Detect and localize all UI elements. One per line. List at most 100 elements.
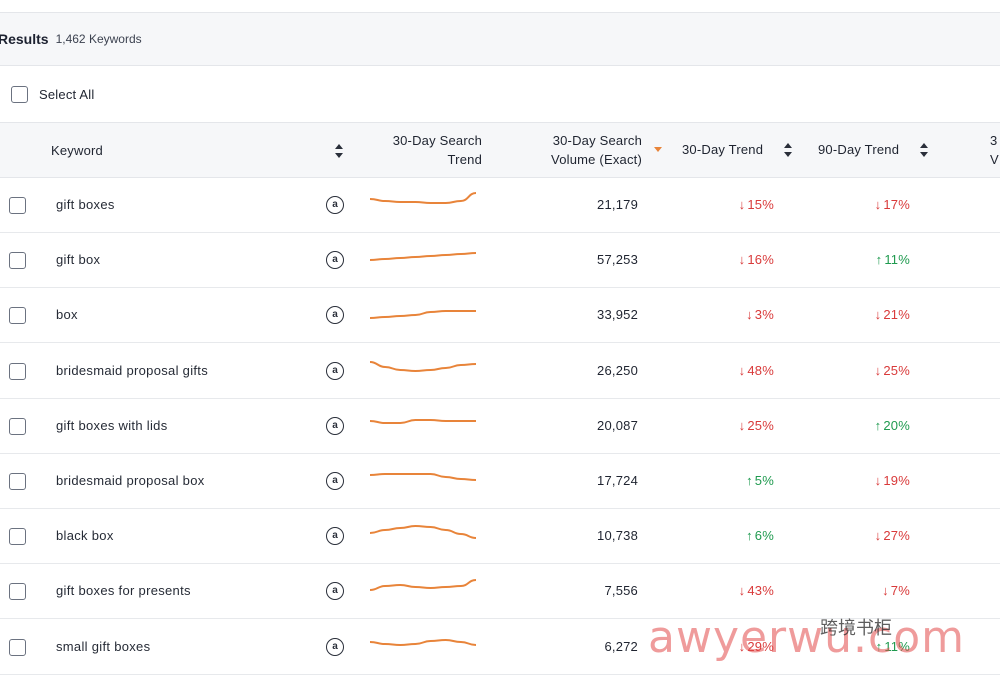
trend-sparkline [369,192,477,204]
trend-90-day: ↓ 17% [875,197,910,212]
amazon-icon[interactable]: a [326,527,344,546]
keyword-text[interactable]: gift boxes with lids [56,417,168,433]
table-header: Keyword 30-Day Search Trend 30-Day Searc… [0,123,1000,178]
column-header-trend-chart-line2: Trend [447,152,482,167]
trend-up-arrow-icon: ↑ [875,252,883,268]
amazon-icon[interactable]: a [326,306,344,325]
trend-90-day-value: 17% [883,197,910,212]
row-checkbox[interactable] [9,583,26,601]
row-checkbox[interactable] [9,252,26,270]
column-header-30-day-trend[interactable]: 30-Day Trend [682,142,764,157]
search-volume: 17,724 [597,473,638,488]
amazon-icon[interactable]: a [326,472,344,490]
amazon-icon[interactable]: a [326,416,344,435]
keyword-text[interactable]: bridesmaid proposal box [56,473,205,488]
sparkline-path [369,310,476,320]
row-checkbox[interactable] [9,307,26,325]
trend-90-day-value: 19% [883,473,910,488]
trend-90-day-value: 25% [883,362,910,378]
trend-90-day-value: 11% [884,638,910,654]
trend-30-day-value: 3% [754,307,774,323]
row-checkbox[interactable] [9,362,26,380]
trend-down-arrow-icon: ↓ [874,473,882,488]
sort-keyword-icon[interactable] [335,144,343,158]
search-volume: 26,250 [597,362,638,378]
sort-90-day-trend-icon[interactable] [920,143,928,157]
trend-up-arrow-icon: ↑ [874,417,882,433]
trend-30-day: ↓ 16% [739,252,774,267]
trend-up-arrow-icon: ↑ [746,528,753,544]
top-bar [0,0,1000,13]
search-volume: 6,272 [604,638,638,654]
trend-90-day-value: 20% [883,417,910,433]
sort-30-day-trend-icon[interactable] [784,143,792,157]
trend-90-day-value: 21% [883,307,910,323]
trend-90-day: ↓ 27% [875,528,910,543]
search-volume: 33,952 [597,307,638,323]
table-row[interactable]: small gift boxes a 6,272 ↓ 29% ↑ 11% [0,619,1000,675]
row-checkbox[interactable] [9,197,26,214]
sparkline-path [369,638,477,646]
table-row[interactable]: black box a 10,738 ↑ 6% ↓ 27% [0,509,1000,565]
row-checkbox[interactable] [9,528,26,546]
table-row[interactable]: gift box a 57,253 ↓ 16% ↑ 11% [0,233,1000,289]
trend-30-day-value: 48% [747,362,774,378]
keyword-text[interactable]: gift boxes [56,197,115,212]
trend-sparkline [369,473,477,481]
search-volume: 10,738 [597,528,638,544]
amazon-icon[interactable]: a [326,582,344,601]
table-row[interactable]: gift boxes for presents a 7,556 ↓ 43% ↓ 7% [0,564,1000,620]
column-header-next-partial[interactable]: 3 V [990,131,999,169]
amazon-icon[interactable]: a [326,251,344,270]
table-row[interactable]: gift boxes with lids a 20,087 ↓ 25% ↑ 20% [0,398,1000,454]
trend-down-arrow-icon: ↓ [874,362,882,378]
keyword-text[interactable]: black box [56,528,114,544]
trend-90-day-value: 11% [884,252,910,268]
keyword-text[interactable]: gift boxes for presents [56,583,191,599]
trend-sparkline [369,310,476,320]
trend-down-arrow-icon: ↓ [874,528,882,544]
table-row[interactable]: gift boxes a 21,179 ↓ 15% ↓ 17% [0,178,1000,233]
sparkline-path [369,473,477,481]
keyword-text[interactable]: box [56,307,78,323]
trend-30-day: ↓ 29% [739,639,774,654]
trend-down-arrow-icon: ↓ [746,307,753,323]
trend-30-day-value: 5% [754,473,774,488]
results-title: Results [0,31,49,47]
amazon-icon[interactable]: a [326,361,344,380]
search-volume: 21,179 [597,197,638,212]
keyword-text[interactable]: gift box [56,252,101,268]
row-checkbox[interactable] [9,417,26,435]
trend-90-day: ↓ 25% [875,363,910,378]
row-checkbox[interactable] [9,473,26,490]
table-row[interactable]: bridesmaid proposal box a 17,724 ↑ 5% ↓ 19% [0,454,1000,509]
results-bar: Results 1,462 Keywords [0,13,1000,66]
trend-90-day: ↑ 11% [876,252,910,267]
column-header-90-day-trend[interactable]: 90-Day Trend [818,142,900,157]
trend-sparkline [369,525,477,540]
amazon-icon[interactable]: a [326,196,344,214]
select-all-checkbox[interactable] [11,85,28,103]
trend-90-day: ↑ 11% [876,639,910,654]
table-row[interactable]: bridesmaid proposal gifts a 26,250 ↓ 48% ↓ 25% [0,343,1000,399]
column-header-keyword[interactable]: Keyword [51,143,103,158]
sort-descending-icon[interactable] [654,147,662,152]
table-row[interactable]: box a 33,952 ↓ 3% ↓ 21% [0,288,1000,344]
column-header-volume-line1: 30-Day Search [552,133,642,148]
column-header-trend-chart[interactable]: 30-Day Search Trend [370,131,482,169]
row-checkbox[interactable] [9,638,26,656]
trend-down-arrow-icon: ↓ [738,583,746,599]
amazon-icon[interactable]: a [326,637,344,656]
column-header-volume[interactable]: 30-Day Search Volume (Exact) [520,131,642,169]
sparkline-path [369,360,477,372]
trend-up-arrow-icon: ↑ [746,473,753,488]
sparkline-path [369,418,476,424]
sparkline-path [369,192,477,204]
trend-down-arrow-icon: ↓ [874,307,882,323]
trend-down-arrow-icon: ↓ [738,197,746,212]
trend-down-arrow-icon: ↓ [882,583,889,599]
sparkline-path [369,579,477,592]
keyword-text[interactable]: small gift boxes [56,638,151,654]
keyword-text[interactable]: bridesmaid proposal gifts [56,362,209,378]
trend-30-day-value: 43% [747,583,774,599]
